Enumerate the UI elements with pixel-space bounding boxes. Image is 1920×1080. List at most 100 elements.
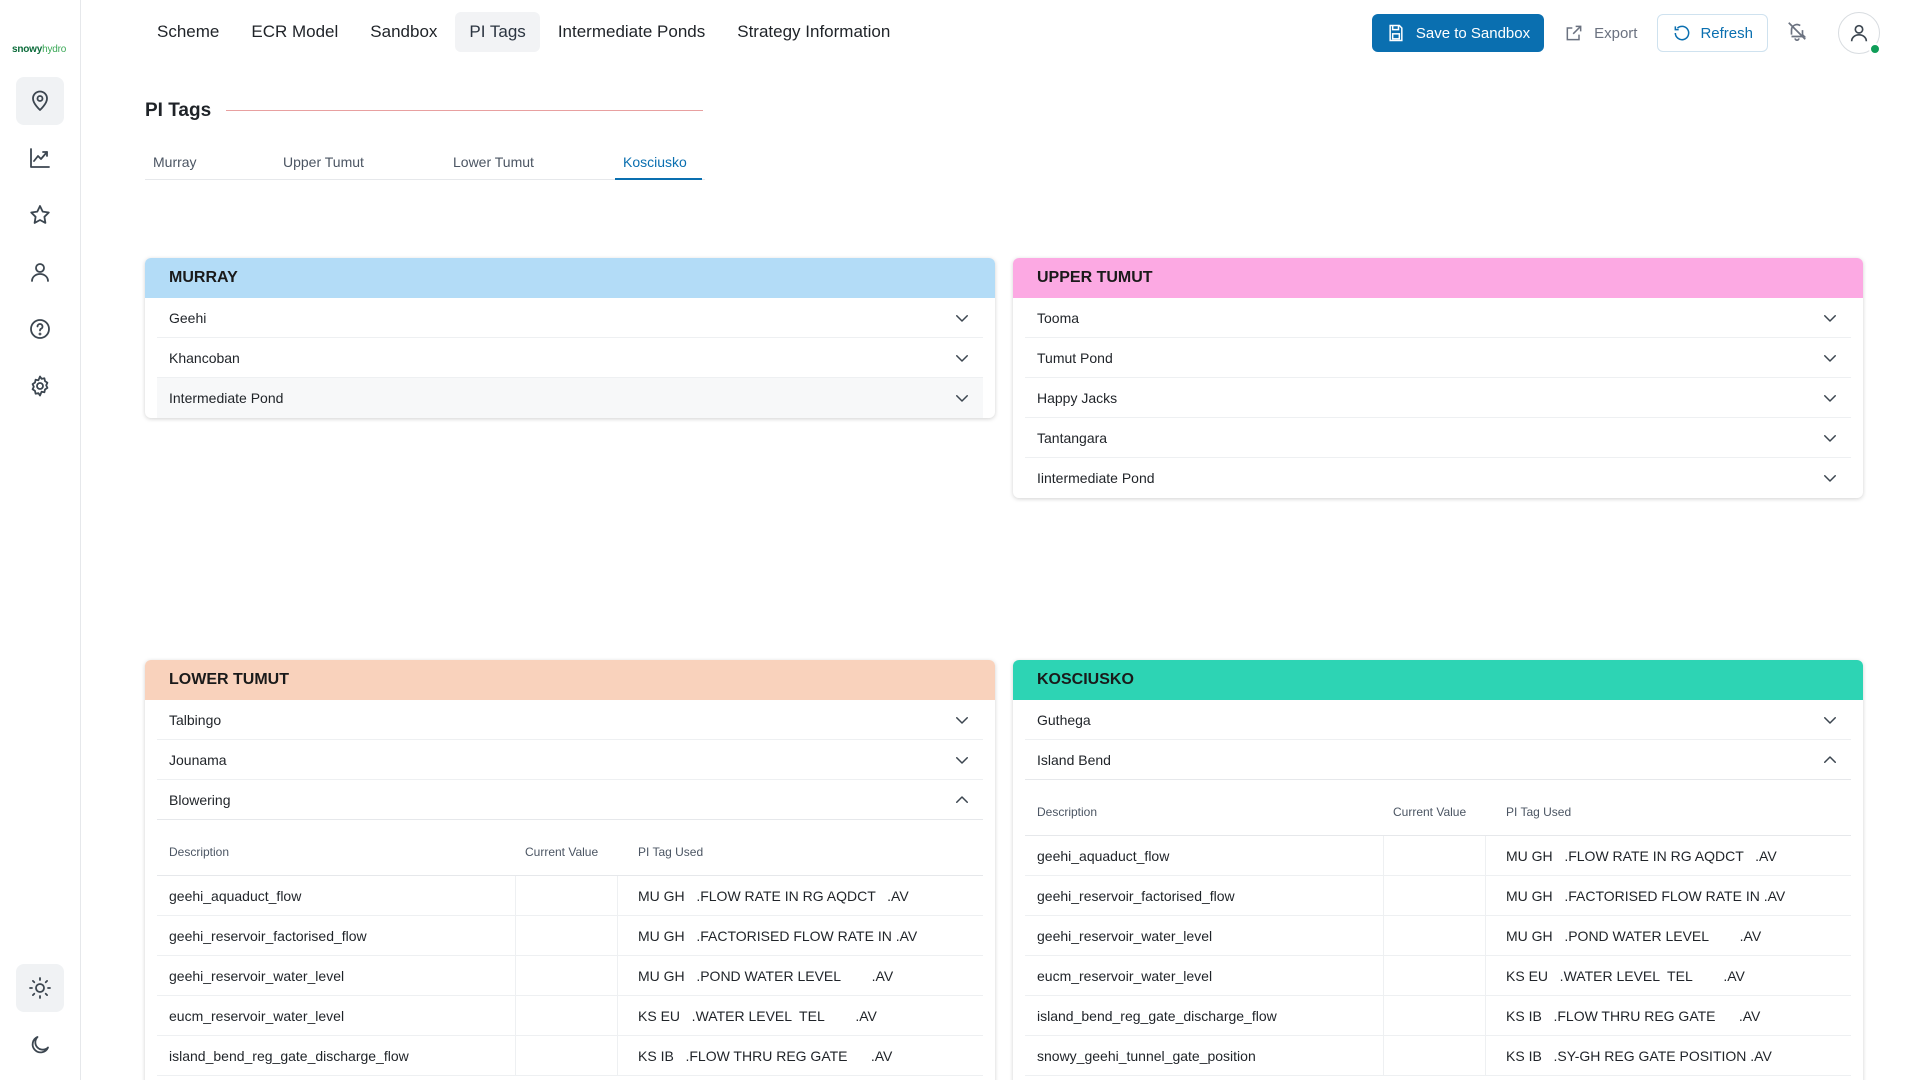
- page-title: PI Tags: [145, 100, 212, 121]
- table-row: eucm_reservoir_water_level KS EU .WATER …: [1025, 956, 1851, 996]
- table-row: geehi_reservoir_water_level MU GH .POND …: [157, 956, 983, 996]
- nav-sandbox[interactable]: Sandbox: [370, 22, 438, 41]
- accordion-row-talbingo[interactable]: Talbingo: [157, 700, 983, 740]
- current-value-cell[interactable]: [1383, 876, 1486, 915]
- online-status-dot: [1869, 43, 1881, 55]
- table-row: geehi_reservoir_water_level MU GH .POND …: [1025, 916, 1851, 956]
- nav-strategy-information[interactable]: Strategy Information: [737, 22, 891, 41]
- trend-chart-icon[interactable]: [16, 134, 64, 182]
- top-actions: Save to Sandbox Export Refresh: [1371, 14, 1864, 52]
- card-header: KOSCIUSKO: [1013, 660, 1863, 700]
- light-mode-sun-icon[interactable]: [16, 964, 64, 1012]
- column-header-pi-tag-used: PI Tag Used: [638, 844, 704, 859]
- current-value-cell[interactable]: [1383, 916, 1486, 955]
- map-pin-icon[interactable]: [16, 77, 64, 125]
- chevron-down-icon: [956, 716, 968, 724]
- help-icon[interactable]: [16, 305, 64, 353]
- user-icon[interactable]: [16, 248, 64, 296]
- nav-scheme[interactable]: Scheme: [157, 22, 220, 41]
- kosciusko-card: KOSCIUSKO Guthega Island Bend Descriptio…: [1013, 660, 1863, 1080]
- refresh-button-label: Refresh: [1700, 24, 1753, 42]
- table-row: geehi_reservoir_factorised_flow MU GH .F…: [157, 916, 983, 956]
- chevron-down-icon: [1824, 475, 1836, 482]
- user-icon: [1850, 24, 1868, 42]
- table-row: snowy_geehi_tunnel_gate_position KS IB .…: [1025, 1036, 1851, 1076]
- accordion-row-blowering[interactable]: Blowering: [157, 780, 983, 820]
- pi-tag-table: Description Current Value PI Tag Used ge…: [1025, 780, 1851, 1076]
- accordion-row-island-bend[interactable]: Island Bend: [1025, 740, 1851, 780]
- dark-mode-moon-icon[interactable]: [16, 1021, 64, 1069]
- star-icon[interactable]: [16, 191, 64, 239]
- current-value-cell[interactable]: [515, 876, 618, 915]
- save-floppy-icon: [1389, 24, 1403, 42]
- region-subtabs: Murray Upper Tumut Lower Tumut Kosciusko: [145, 150, 705, 180]
- nav-ecr-model[interactable]: ECR Model: [251, 22, 339, 41]
- accordion-row-tooma[interactable]: Tooma: [1025, 298, 1851, 338]
- chevron-up-icon: [1824, 755, 1836, 763]
- table-row: island_bend_reg_gate_discharge_flow KS I…: [1025, 996, 1851, 1036]
- current-value-cell[interactable]: [1383, 996, 1486, 1035]
- table-row: geehi_aquaduct_flow MU GH .FLOW RATE IN …: [1025, 836, 1851, 876]
- subtab-lower-tumut[interactable]: Lower Tumut: [453, 154, 534, 170]
- accordion-row-tumut-pond[interactable]: Tumut Pond: [1025, 338, 1851, 378]
- table-header: Description Current Value PI Tag Used: [1025, 780, 1851, 836]
- chevron-down-icon: [956, 314, 968, 322]
- chevron-down-icon: [1824, 394, 1836, 402]
- top-nav: Scheme ECR Model Sandbox PI Tags Interme…: [143, 12, 904, 52]
- chevron-down-icon: [956, 395, 968, 402]
- sidebar: snowyhydro: [0, 0, 81, 1080]
- chevron-down-icon: [1824, 716, 1836, 724]
- app-logo[interactable]: snowyhydro: [12, 44, 67, 55]
- card-header: LOWER TUMUT: [145, 660, 995, 700]
- current-value-cell[interactable]: [1383, 836, 1486, 875]
- accordion-row-geehi[interactable]: Geehi: [157, 298, 983, 338]
- chevron-up-icon: [956, 795, 968, 803]
- save-button-label: Save to Sandbox: [1415, 24, 1531, 42]
- chevron-down-icon: [956, 354, 968, 362]
- chevron-down-icon: [1824, 354, 1836, 362]
- accordion-row-intermediate-pond[interactable]: Iintermediate Pond: [1025, 458, 1851, 498]
- table-header: Description Current Value PI Tag Used: [157, 820, 983, 876]
- card-header: MURRAY: [145, 258, 995, 298]
- accordion-row-guthega[interactable]: Guthega: [1025, 700, 1851, 740]
- export-button[interactable]: Export: [1562, 14, 1639, 52]
- table-row: island_bend_reg_gate_discharge_flow KS I…: [157, 1036, 983, 1076]
- chevron-down-icon: [956, 756, 968, 764]
- accordion-row-khancoban[interactable]: Khancoban: [157, 338, 983, 378]
- nav-pi-tags[interactable]: PI Tags: [455, 12, 540, 52]
- user-avatar[interactable]: [1838, 12, 1881, 55]
- murray-card: MURRAY Geehi Khancoban Intermediate Pond: [145, 258, 995, 418]
- accordion-row-jounama[interactable]: Jounama: [157, 740, 983, 780]
- current-value-cell[interactable]: [515, 1036, 618, 1075]
- chevron-down-icon: [1824, 434, 1836, 442]
- current-value-cell[interactable]: [515, 916, 618, 955]
- current-value-cell[interactable]: [515, 996, 618, 1035]
- table-row: geehi_reservoir_factorised_flow MU GH .F…: [1025, 876, 1851, 916]
- column-header-description: Description: [169, 844, 230, 859]
- subtab-murray[interactable]: Murray: [153, 154, 197, 170]
- card-header: UPPER TUMUT: [1013, 258, 1863, 298]
- lower-tumut-card: LOWER TUMUT Talbingo Jounama Blowering D…: [145, 660, 995, 1080]
- current-value-cell[interactable]: [1383, 956, 1486, 995]
- chevron-down-icon: [1824, 314, 1836, 322]
- column-header-description: Description: [1037, 804, 1098, 819]
- accordion-row-intermediate-pond[interactable]: Intermediate Pond: [157, 378, 983, 418]
- subtab-kosciusko[interactable]: Kosciusko: [615, 150, 702, 180]
- pi-tag-table: Description Current Value PI Tag Used ge…: [157, 820, 983, 1076]
- current-value-cell[interactable]: [515, 956, 618, 995]
- settings-gear-icon[interactable]: [16, 362, 64, 410]
- save-to-sandbox-button[interactable]: Save to Sandbox: [1371, 14, 1545, 52]
- upper-tumut-card: UPPER TUMUT Tooma Tumut Pond Happy Jacks…: [1013, 258, 1863, 498]
- accordion-row-tantangara[interactable]: Tantangara: [1025, 418, 1851, 458]
- notifications-off-bell-icon[interactable]: [1786, 20, 1808, 47]
- current-value-cell[interactable]: [1383, 1036, 1486, 1075]
- external-link-icon: [1566, 25, 1582, 41]
- accordion-row-happy-jacks[interactable]: Happy Jacks: [1025, 378, 1851, 418]
- nav-intermediate-ponds[interactable]: Intermediate Ponds: [557, 22, 706, 41]
- title-divider: [226, 110, 703, 111]
- refresh-button[interactable]: Refresh: [1657, 14, 1768, 52]
- export-button-label: Export: [1594, 24, 1638, 42]
- column-header-pi-tag-used: PI Tag Used: [1506, 804, 1572, 819]
- subtab-upper-tumut[interactable]: Upper Tumut: [283, 154, 364, 170]
- column-header-current-value: Current Value: [1393, 804, 1467, 819]
